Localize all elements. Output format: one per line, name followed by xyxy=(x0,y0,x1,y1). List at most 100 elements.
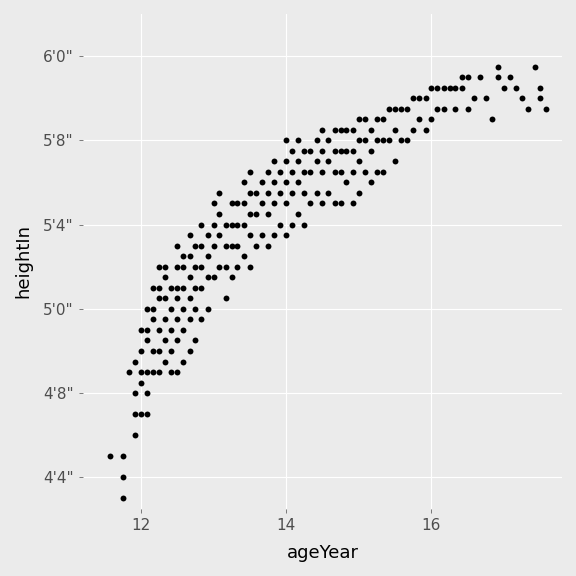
Point xyxy=(221,262,230,271)
Point xyxy=(233,241,242,250)
Point xyxy=(378,167,387,176)
Point xyxy=(451,104,460,113)
Point xyxy=(221,220,230,229)
Point xyxy=(372,167,381,176)
Point xyxy=(215,262,224,271)
Point xyxy=(227,241,236,250)
Point xyxy=(167,367,176,377)
Point xyxy=(215,210,224,219)
Point xyxy=(196,220,206,229)
Point xyxy=(154,325,164,335)
Point xyxy=(421,93,430,103)
Point xyxy=(142,388,151,397)
Point xyxy=(354,115,363,124)
Point xyxy=(287,146,297,156)
Point xyxy=(154,294,164,303)
Point xyxy=(524,104,533,113)
Point xyxy=(118,473,127,482)
Point xyxy=(179,357,188,366)
Point xyxy=(348,199,358,208)
Point xyxy=(300,167,309,176)
Point xyxy=(463,73,472,82)
Point xyxy=(348,167,358,176)
Point xyxy=(336,167,345,176)
Point xyxy=(227,272,236,282)
Point xyxy=(130,357,139,366)
Point xyxy=(203,230,213,240)
Point xyxy=(366,146,376,156)
Point xyxy=(536,83,545,92)
Point xyxy=(154,283,164,293)
Point xyxy=(348,146,358,156)
Point xyxy=(360,136,369,145)
Point xyxy=(130,431,139,440)
Point xyxy=(257,178,267,187)
Point xyxy=(233,199,242,208)
Point xyxy=(391,104,400,113)
Point xyxy=(118,494,127,503)
Point xyxy=(209,241,218,250)
Point xyxy=(330,167,339,176)
Point xyxy=(372,115,381,124)
Point xyxy=(191,241,200,250)
Point xyxy=(173,367,182,377)
Point xyxy=(414,93,423,103)
Point xyxy=(167,325,176,335)
Point xyxy=(421,125,430,134)
Point xyxy=(142,336,151,345)
Point xyxy=(257,230,267,240)
Point xyxy=(142,325,151,335)
Point xyxy=(475,73,484,82)
Point xyxy=(209,272,218,282)
Point xyxy=(360,115,369,124)
Point xyxy=(173,241,182,250)
Point xyxy=(179,283,188,293)
Point xyxy=(240,220,249,229)
Point xyxy=(505,73,514,82)
Point xyxy=(137,367,146,377)
Point xyxy=(403,136,412,145)
Point xyxy=(481,93,490,103)
Point xyxy=(385,104,394,113)
Point xyxy=(179,252,188,261)
Point xyxy=(463,104,472,113)
Point xyxy=(142,304,151,313)
Point xyxy=(185,230,194,240)
Point xyxy=(396,104,406,113)
Point xyxy=(203,252,213,261)
Point xyxy=(439,83,448,92)
Point xyxy=(196,314,206,324)
Point xyxy=(137,378,146,387)
Point xyxy=(137,325,146,335)
Point xyxy=(245,230,255,240)
Point xyxy=(294,136,303,145)
Point xyxy=(209,199,218,208)
Point xyxy=(427,115,436,124)
Point xyxy=(149,367,158,377)
Point xyxy=(173,283,182,293)
Point xyxy=(154,367,164,377)
Point xyxy=(185,314,194,324)
Point xyxy=(160,262,169,271)
Point xyxy=(287,220,297,229)
Point xyxy=(160,294,169,303)
Point xyxy=(318,125,327,134)
Point xyxy=(196,262,206,271)
Point xyxy=(366,178,376,187)
Point xyxy=(385,136,394,145)
X-axis label: ageYear: ageYear xyxy=(286,544,358,562)
Point xyxy=(457,73,467,82)
Point xyxy=(251,210,260,219)
Point xyxy=(282,136,291,145)
Point xyxy=(221,294,230,303)
Point xyxy=(142,367,151,377)
Point xyxy=(227,220,236,229)
Point xyxy=(324,157,333,166)
Point xyxy=(240,252,249,261)
Point xyxy=(324,136,333,145)
Point xyxy=(342,178,351,187)
Point xyxy=(300,146,309,156)
Point xyxy=(173,294,182,303)
Point xyxy=(300,220,309,229)
Point xyxy=(167,304,176,313)
